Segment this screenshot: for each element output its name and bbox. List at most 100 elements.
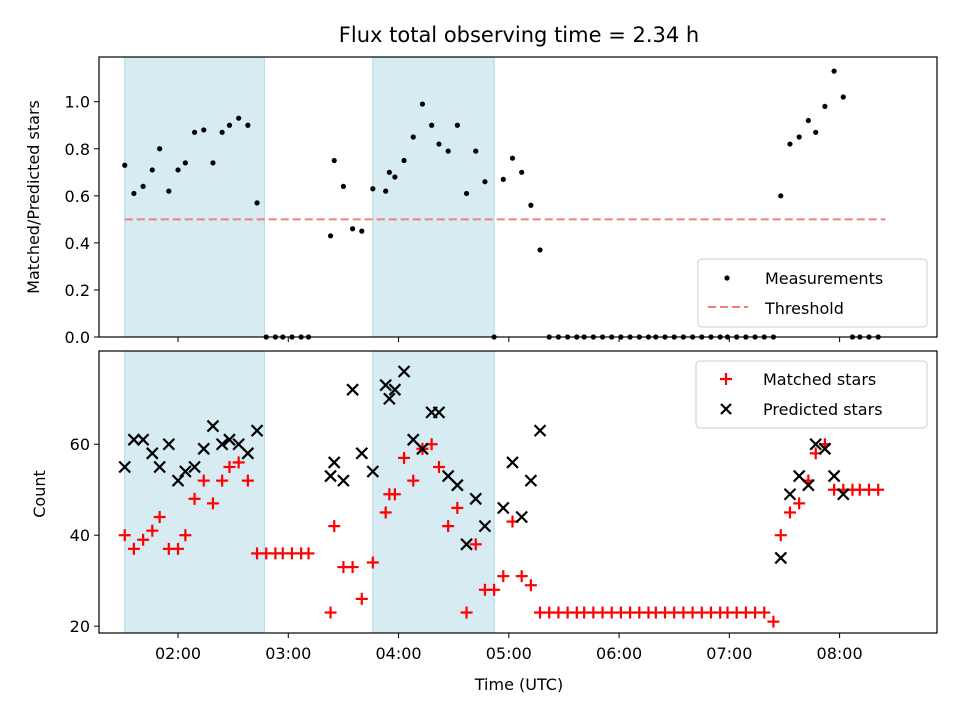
predicted-star-marker (388, 383, 402, 396)
measurement-point (219, 129, 225, 135)
matched-star-marker (241, 474, 254, 487)
bottom-legend[interactable]: Matched stars Predicted stars (695, 360, 928, 429)
predicted-star-marker (506, 456, 519, 469)
matched-star-marker (407, 474, 420, 487)
measurement-point (182, 160, 188, 166)
matched-star-marker (515, 570, 528, 583)
predicted-star-marker (162, 437, 176, 451)
measurement-point (500, 176, 506, 182)
predicted-star-marker (250, 424, 264, 437)
top-axes-frame (98, 56, 938, 338)
x-tick-label: 03:00 (265, 644, 311, 663)
bottom-axes: 20 40 60 02:00 03:00 04:00 05:00 06:00 07:00 08:… (30, 350, 938, 694)
matched-star-marker (488, 583, 501, 596)
matched-star-marker (355, 592, 368, 605)
predicted-star-marker (432, 406, 446, 419)
y-tick-label: 20 (70, 617, 90, 636)
measurement-points (122, 68, 881, 340)
predicted-star-marker (179, 465, 192, 478)
legend-matched-marker (720, 373, 732, 385)
measurement-point (454, 122, 460, 128)
measurement-point (245, 122, 251, 128)
predicted-star-marker (146, 447, 159, 460)
measurement-point (386, 169, 392, 175)
predicted-star-marker (171, 474, 185, 487)
measurement-point (429, 122, 435, 128)
predicted-star-marker (818, 442, 832, 456)
matched-star-marker (146, 524, 159, 537)
top-legend-box (697, 258, 928, 328)
predicted-star-marker (783, 487, 797, 501)
predicted-star-marker (136, 433, 150, 446)
legend-threshold-label: Threshold (764, 299, 844, 318)
predicted-star-marker (153, 460, 166, 474)
legend-predicted-label: Predicted stars (763, 400, 883, 419)
top-y-ticks: 0.0 0.2 0.4 0.6 0.8 1.0 (65, 93, 99, 347)
measurement-point (831, 68, 837, 74)
matched-star-marker (758, 606, 771, 619)
measurement-point (140, 183, 146, 190)
shaded-interval (372, 56, 495, 338)
matched-star-marker (379, 506, 392, 519)
measurement-point (236, 115, 242, 121)
x-tick-label: 06:00 (596, 644, 642, 663)
matched-star-marker (197, 474, 210, 487)
x-axis-label: Time (UTC) (474, 675, 563, 694)
measurement-point (122, 162, 128, 168)
matched-star-marker (328, 520, 341, 533)
predicted-star-marker (324, 469, 337, 483)
matched-star-marker (346, 561, 359, 574)
matched-star-marker (216, 474, 229, 487)
shaded-interval (372, 350, 495, 634)
matched-star-marker (118, 529, 131, 542)
predicted-star-marker (515, 510, 528, 524)
predicted-star-marker (451, 478, 464, 492)
predicted-star-marker (497, 501, 510, 515)
measurement-point (805, 117, 811, 124)
measurement-point (482, 179, 488, 185)
bottom-legend-box (695, 360, 928, 429)
measurement-point (796, 134, 802, 140)
measurement-point (822, 103, 828, 110)
predicted-star-marker (327, 456, 341, 469)
bottom-axes-frame (98, 350, 938, 634)
matched-star-marker (324, 606, 337, 619)
top-axes: 0.0 0.2 0.4 0.6 0.8 1.0 Matched/Predicted sta… (24, 56, 938, 347)
matched-star-marker (469, 538, 482, 551)
matched-star-marker (432, 460, 445, 473)
measurement-point (175, 167, 181, 173)
matched-star-marker (127, 542, 140, 555)
y-tick-label: 0.0 (65, 328, 90, 347)
top-legend[interactable]: Measurements Threshold (697, 258, 928, 328)
predicted-star-marker (215, 437, 229, 451)
bottom-x-ticks: 02:00 03:00 04:00 05:00 06:00 07:00 08:00 (155, 633, 863, 663)
matched-star-marker (206, 497, 219, 510)
matched-star-marker (398, 451, 411, 464)
matched-star-marker (188, 492, 201, 505)
measurement-point (410, 134, 416, 140)
measurement-point (370, 186, 376, 192)
matched-star-marker (774, 529, 787, 542)
legend-measurements-label: Measurements (765, 269, 883, 288)
measurement-point (509, 155, 516, 161)
y-tick-label: 0.4 (65, 234, 90, 253)
legend-matched-label: Matched stars (763, 370, 876, 389)
measurement-point (787, 141, 793, 147)
top-y-axis-label: Matched/Predicted stars (24, 100, 43, 294)
measurement-point (210, 160, 216, 166)
bottom-y-ticks: 20 40 60 (70, 435, 99, 636)
y-tick-label: 60 (70, 435, 90, 454)
predicted-star-marker (118, 460, 132, 474)
predicted-star-marker (127, 433, 141, 446)
shaded-interval (124, 350, 265, 634)
measurement-point (254, 200, 260, 206)
predicted-star-marker (416, 442, 429, 456)
predicted-star-marker (469, 492, 483, 506)
predicted-star-marker (379, 378, 392, 392)
x-tick-label: 07:00 (706, 644, 752, 663)
predicted-star-marker (346, 383, 359, 396)
y-tick-label: 40 (70, 526, 90, 545)
predicted-star-marker (337, 474, 350, 487)
measurement-point (350, 226, 356, 232)
